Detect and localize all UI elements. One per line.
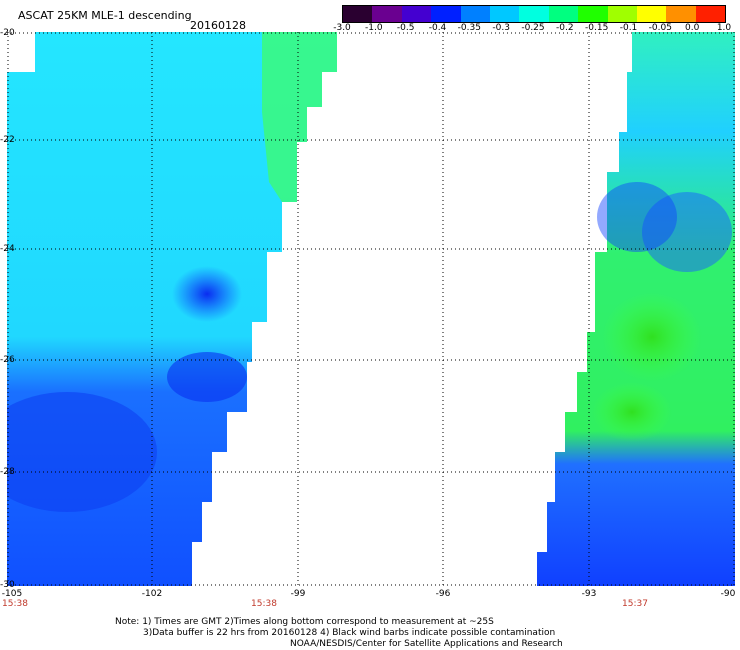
color-scale-tick-label: -0.25: [521, 23, 545, 33]
color-swatch: [372, 6, 402, 22]
color-swatch: [343, 6, 373, 22]
lon-label: -96: [435, 589, 451, 599]
lat-label: -26: [0, 355, 15, 365]
color-scale-tick-label: -0.5: [396, 23, 415, 33]
color-scale-tick-label: -1.0: [365, 23, 383, 33]
color-scale-tick-label: -0.35: [457, 23, 481, 33]
color-scale-tick-label: -0.4: [428, 23, 447, 33]
time-label: 15:38: [251, 599, 277, 609]
time-label: 15:38: [2, 599, 28, 609]
lat-label: -24: [0, 244, 15, 254]
graticule: [7, 32, 735, 586]
color-scale-tick-label: -0.1: [619, 23, 638, 33]
color-scale-bar: [342, 5, 726, 23]
color-scale-tick-label: 1.0: [716, 23, 732, 33]
color-swatch: [431, 6, 461, 22]
lon-label: -93: [581, 589, 597, 599]
color-scale-tick-label: -0.15: [585, 23, 609, 33]
color-swatch: [548, 6, 579, 22]
map-date: 20160128: [190, 19, 246, 32]
time-label: 15:37: [622, 599, 648, 609]
color-swatch: [489, 6, 520, 22]
lon-label: -105: [1, 589, 23, 599]
color-swatch: [666, 6, 696, 22]
color-scale-tick-label: -3.0: [333, 23, 351, 33]
color-swatch: [519, 6, 549, 22]
color-swatch: [607, 6, 637, 22]
color-swatch: [401, 6, 432, 22]
lon-label: -102: [141, 589, 163, 599]
color-swatch: [460, 6, 490, 22]
color-scale-tick-label: -0.05: [648, 23, 672, 33]
footer-note-line1: Note: 1) Times are GMT 2)Times along bot…: [115, 617, 494, 627]
lon-label: -99: [290, 589, 306, 599]
lat-label: -22: [0, 135, 15, 145]
footer-credit: NOAA/NESDIS/Center for Satellite Applica…: [290, 639, 563, 649]
color-swatch: [695, 6, 726, 22]
lat-label: -20: [0, 28, 15, 38]
footer-note-line2: 3)Data buffer is 22 hrs from 20160128 4)…: [143, 628, 556, 638]
lon-label: -90: [720, 589, 736, 599]
color-scale-tick-label: -0.3: [492, 23, 510, 33]
color-scale-tick-label: 0.0: [684, 23, 700, 33]
color-scale-tick-label: -0.2: [556, 23, 574, 33]
wind-speed-swath-map: [7, 32, 735, 586]
map-title: ASCAT 25KM MLE-1 descending: [18, 9, 192, 22]
color-swatch: [636, 6, 667, 22]
color-swatch: [578, 6, 608, 22]
lat-label: -28: [0, 467, 15, 477]
lat-label: -30: [0, 580, 15, 590]
